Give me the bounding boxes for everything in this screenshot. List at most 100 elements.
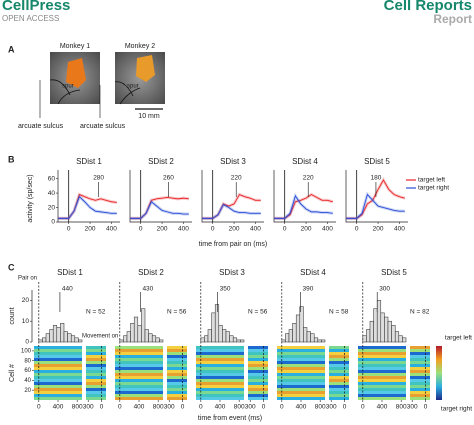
heatmap-row <box>167 361 187 364</box>
histogram-bar <box>285 333 290 343</box>
heatmap-row <box>358 358 406 361</box>
histogram-bar <box>321 339 326 343</box>
heatmap-row <box>329 370 349 373</box>
axis <box>129 170 192 223</box>
monkey-label: Monkey 2 <box>125 43 155 50</box>
heatmap-row <box>248 370 268 373</box>
y-tick-label: 40 <box>24 378 31 384</box>
heatmap-row <box>410 385 430 388</box>
heatmap-row <box>358 361 406 364</box>
split-label: 280 <box>93 175 104 182</box>
heatmap-row <box>167 388 187 391</box>
heatmap-row <box>358 370 406 373</box>
heatmap-row <box>329 385 349 388</box>
trace <box>346 193 405 219</box>
x-tick-label: 800 <box>153 404 164 411</box>
x-tick-label: 200 <box>301 226 312 233</box>
heatmap-row <box>277 382 325 385</box>
heatmap-row <box>277 394 325 397</box>
histogram-bar <box>373 308 378 343</box>
x-tick-label: 200 <box>85 226 96 233</box>
x-tick-label: 400 <box>377 404 388 411</box>
histogram-bar <box>130 323 135 343</box>
histogram-bar <box>229 335 234 343</box>
heatmap-row <box>115 367 163 370</box>
x-tick-label: 0 <box>199 404 203 411</box>
trace <box>202 204 261 219</box>
heatmap-row <box>277 364 325 367</box>
heatmap-row <box>410 367 430 370</box>
heatmap-row <box>34 394 82 397</box>
x-tick-label: 200 <box>373 226 384 233</box>
heatmap-row <box>277 361 325 364</box>
heatmap-row <box>167 373 187 376</box>
heatmap-row <box>277 397 325 400</box>
heatmap-row <box>167 352 187 355</box>
heatmap-row <box>329 388 349 391</box>
scale-label: 10 mm <box>138 113 160 120</box>
sulcus-label: arcuate sulcus <box>18 123 64 130</box>
heatmap-row <box>410 388 430 391</box>
histogram-bar <box>380 312 385 343</box>
y-tick-label: 80 <box>24 358 31 364</box>
heatmap-row <box>410 355 430 358</box>
histogram-bar <box>232 337 238 343</box>
heatmap-row <box>115 349 163 352</box>
heatmap-row <box>115 361 163 364</box>
heatmap-row <box>277 370 325 373</box>
journal: Cell Reports <box>384 0 472 14</box>
y-tick-label: 60 <box>24 368 31 374</box>
heatmap-row <box>86 355 106 358</box>
heatmap-row <box>86 376 106 379</box>
heatmap-row <box>329 394 349 397</box>
heatmap-row <box>248 379 268 382</box>
x-tick-label: 400 <box>215 404 226 411</box>
histogram-bar <box>214 304 220 343</box>
y-tick-label: 0 <box>51 219 55 226</box>
peak-label: 440 <box>62 286 73 293</box>
heatmap-row <box>277 367 325 370</box>
panel-letter: C <box>8 262 15 272</box>
heatmap-row <box>115 358 163 361</box>
histogram-bar <box>200 337 205 343</box>
heatmap-row <box>86 361 106 364</box>
heatmap-row <box>196 376 244 379</box>
heatmap-row <box>248 355 268 358</box>
histogram-bar <box>398 335 403 343</box>
pointer <box>39 80 101 118</box>
heatmap-row <box>167 379 187 382</box>
histogram-bar <box>67 333 72 343</box>
plot-title: SDist 5 <box>364 157 390 166</box>
heatmap-row <box>86 379 106 382</box>
heatmap-row <box>86 358 106 361</box>
split-label: 180 <box>371 175 382 182</box>
panel-letter: A <box>8 44 15 54</box>
spur-label: spur <box>127 84 139 90</box>
heatmap-row <box>34 382 82 385</box>
heatmap-row <box>167 364 187 367</box>
heatmap-row <box>86 388 106 391</box>
heatmap-row <box>34 388 82 391</box>
histogram-bar <box>402 337 407 343</box>
x-tick-label: 400 <box>106 226 117 233</box>
x-tick-label: 0 <box>424 404 428 411</box>
heatmap-row <box>358 349 406 352</box>
heatmap-row <box>34 373 82 376</box>
heatmap-row <box>86 370 106 373</box>
heatmap-row <box>34 379 82 382</box>
heatmap-row <box>167 385 187 388</box>
heatmap-row <box>358 364 406 367</box>
histogram-bar <box>281 339 286 343</box>
heatmap-row <box>115 352 163 355</box>
heatmap-row <box>329 379 349 382</box>
histogram-bar <box>292 323 297 343</box>
x-tick-label: 300 <box>407 404 418 411</box>
heatmap-row <box>329 355 349 358</box>
x-tick-label: 0 <box>355 226 359 233</box>
heatmap-row <box>196 355 244 358</box>
peak-label: 430 <box>142 286 153 293</box>
heatmap-row <box>115 379 163 382</box>
x-tick-label: 300 <box>83 404 94 411</box>
heatmap-row <box>34 376 82 379</box>
event-label: Movement on <box>82 334 118 340</box>
